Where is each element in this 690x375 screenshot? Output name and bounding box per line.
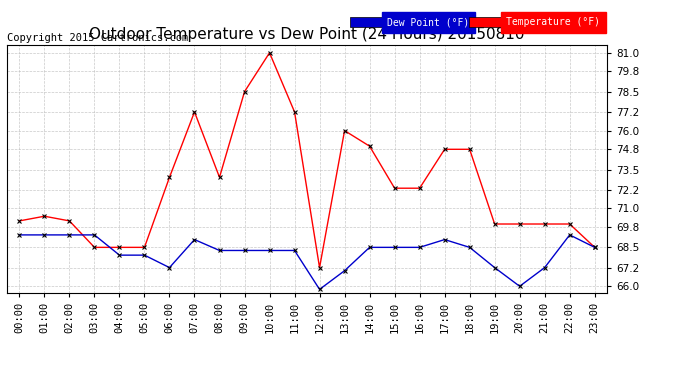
Legend: Dew Point (°F), Temperature (°F): Dew Point (°F), Temperature (°F): [348, 15, 602, 29]
Text: Copyright 2015 Cartronics.com: Copyright 2015 Cartronics.com: [7, 33, 188, 42]
Title: Outdoor Temperature vs Dew Point (24 Hours) 20150810: Outdoor Temperature vs Dew Point (24 Hou…: [89, 27, 525, 42]
